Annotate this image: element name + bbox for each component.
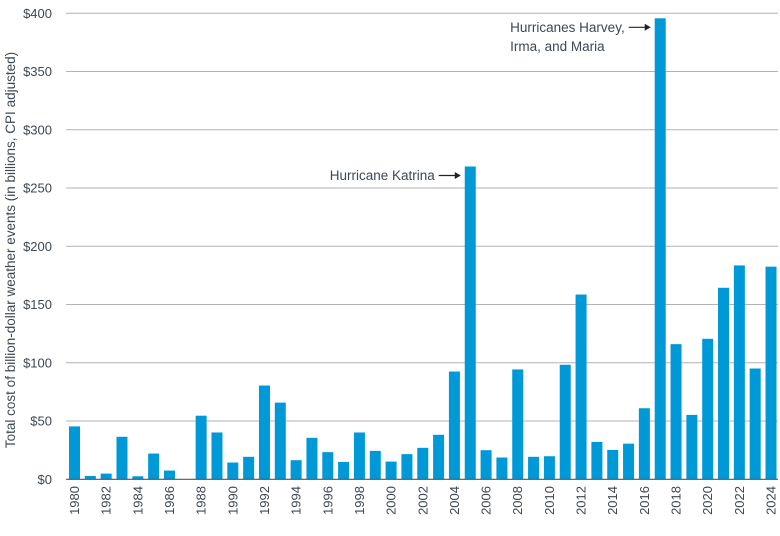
bar-2013	[591, 441, 603, 480]
bar-2001	[401, 454, 413, 480]
bar-2024	[765, 266, 777, 480]
bar-1982	[100, 473, 112, 480]
bar-1985	[148, 453, 160, 480]
x-tick-label: 2004	[447, 486, 462, 515]
x-tick-label: 2014	[605, 486, 620, 515]
x-tick-label: 2006	[479, 486, 494, 515]
x-tick-label: 1996	[320, 486, 335, 515]
x-tick-label: 2002	[415, 486, 430, 515]
x-tick-label: 1992	[257, 486, 272, 515]
x-tick-label: 1986	[162, 486, 177, 515]
bars	[69, 18, 777, 480]
bar-2010	[543, 456, 555, 480]
bar-1993	[274, 402, 286, 480]
bar-2015	[623, 443, 635, 480]
x-tick-label: 1990	[225, 486, 240, 515]
annotation-text: Hurricanes Harvey,	[510, 20, 625, 35]
y-tick-label: $250	[23, 181, 52, 196]
x-tick-label: 1980	[67, 486, 82, 515]
y-tick-label: $200	[23, 239, 52, 254]
bar-1989	[211, 432, 223, 480]
bar-1992	[258, 385, 270, 480]
bar-2018	[670, 344, 682, 480]
x-tick-label: 2022	[732, 486, 747, 515]
x-tick-label: 2008	[510, 486, 525, 515]
bar-1998	[353, 432, 365, 480]
bar-2007	[496, 457, 508, 480]
bar-2019	[686, 414, 698, 480]
bar-2000	[385, 461, 397, 480]
arrowhead-icon	[644, 23, 651, 31]
x-axis-ticks: 1980 1982 1984 1986 1988 1990 1992 1994 1996 1998…	[67, 486, 779, 515]
bar-1995	[306, 437, 318, 480]
bar-2014	[607, 449, 619, 480]
x-tick-label: 2024	[764, 486, 779, 515]
x-tick-label: 1982	[99, 486, 114, 515]
bar-1984	[132, 476, 144, 480]
bar-1997	[338, 461, 350, 480]
bar-2016	[638, 408, 650, 480]
arrowhead-icon	[454, 171, 461, 179]
x-tick-label: 2000	[384, 486, 399, 515]
y-tick-label: $400	[23, 6, 52, 21]
bar-2017	[654, 18, 666, 480]
y-tick-label: $350	[23, 64, 52, 79]
y-tick-label: $150	[23, 297, 52, 312]
bar-2005	[464, 166, 476, 480]
bar-2023	[749, 368, 761, 480]
bar-2003	[433, 434, 445, 480]
bar-1994	[290, 460, 302, 480]
x-tick-label: 2012	[574, 486, 589, 515]
annotation-text: Irma, and Maria	[510, 39, 605, 54]
bar-1986	[163, 470, 175, 480]
gridlines	[66, 12, 778, 422]
bar-2011	[559, 364, 571, 480]
bar-1981	[84, 475, 96, 480]
y-axis-title: Total cost of billion-dollar weather eve…	[3, 52, 18, 448]
bar-1990	[227, 462, 239, 480]
x-tick-label: 1998	[352, 486, 367, 515]
bar-1988	[195, 415, 207, 480]
bar-2009	[528, 456, 540, 480]
bar-2022	[733, 265, 745, 480]
y-axis-ticks: $0 $50 $100 $150 $200 $250 $300 $350 $400	[23, 6, 52, 487]
x-tick-label: 1994	[289, 486, 304, 515]
bar-2002	[417, 447, 429, 480]
annotation-text: Hurricane Katrina	[330, 168, 436, 183]
bar-2006	[480, 450, 492, 480]
x-tick-label: 2010	[542, 486, 557, 515]
y-tick-label: $50	[30, 414, 52, 429]
y-tick-label: $300	[23, 122, 52, 137]
x-tick-label: 1988	[194, 486, 209, 515]
x-tick-label: 2016	[637, 486, 652, 515]
x-tick-label: 2018	[669, 486, 684, 515]
bar-2004	[448, 371, 460, 480]
bar-1999	[369, 450, 381, 480]
x-tick-label: 2020	[700, 486, 715, 515]
bar-1983	[116, 436, 128, 480]
y-tick-label: $0	[38, 472, 52, 487]
bar-2021	[718, 287, 730, 480]
annotations: Hurricane Katrina Hurricanes Harvey, Irma,…	[330, 20, 651, 183]
bar-1991	[243, 456, 255, 480]
x-tick-label: 1984	[130, 486, 145, 515]
bar-2020	[702, 338, 714, 480]
bar-2012	[575, 294, 587, 480]
y-tick-label: $100	[23, 355, 52, 370]
bar-1980	[69, 426, 80, 480]
bar-2008	[512, 369, 524, 480]
bar-1996	[322, 452, 334, 480]
